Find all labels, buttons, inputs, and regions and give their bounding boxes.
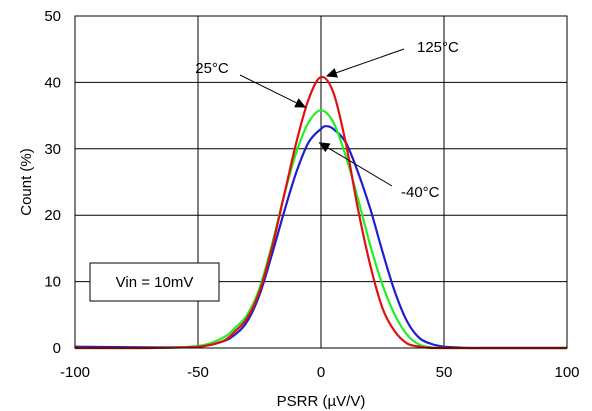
- vin-legend-box: Vin = 10mV: [89, 262, 220, 302]
- y-tick-label: 30: [44, 141, 61, 158]
- series-line-40c: [74, 125, 567, 350]
- annotation-leader-25c: [239, 74, 297, 104]
- x-tick-label: 50: [436, 364, 453, 381]
- annotation-arrowhead-40c: [318, 142, 331, 153]
- y-tick-label: 10: [44, 274, 61, 291]
- x-tick-label: -50: [187, 364, 209, 381]
- y-tick-labels: 0 10 20 30 40 50: [44, 8, 61, 357]
- annotation-label-25c: 25°C: [195, 60, 229, 77]
- x-tick-label: -100: [60, 364, 90, 381]
- annotation-label-125c: 125°C: [417, 39, 459, 56]
- y-tick-label: 20: [44, 207, 61, 224]
- x-tick-labels: -100 -50 0 50 100: [60, 364, 580, 381]
- x-tick-label: 100: [554, 364, 579, 381]
- series-line-25c: [74, 109, 567, 350]
- y-tick-label: 0: [53, 340, 61, 357]
- annotation-arrowhead-25c: [294, 98, 307, 108]
- y-tick-label: 50: [44, 8, 61, 25]
- annotation-arrowhead-125c: [325, 68, 338, 78]
- plot-frame: [74, 15, 568, 349]
- x-axis-title: PSRR (µV/V): [277, 393, 366, 410]
- annotation-label-40c: -40°C: [401, 184, 440, 201]
- grid-lines: [75, 16, 567, 348]
- y-axis-title: Count (%): [18, 148, 35, 216]
- vin-box-frame: [89, 262, 220, 302]
- series-layer: [74, 75, 567, 350]
- series-line-125c: [74, 75, 567, 350]
- vin-box-label: Vin = 10mV: [116, 274, 194, 291]
- x-tick-label: 0: [317, 364, 325, 381]
- y-tick-label: 40: [44, 74, 61, 91]
- series-annotations: 125°C 25°C -40°C: [195, 39, 459, 201]
- annotation-leader-125c: [336, 48, 405, 74]
- annotation-leader-40c: [327, 147, 393, 187]
